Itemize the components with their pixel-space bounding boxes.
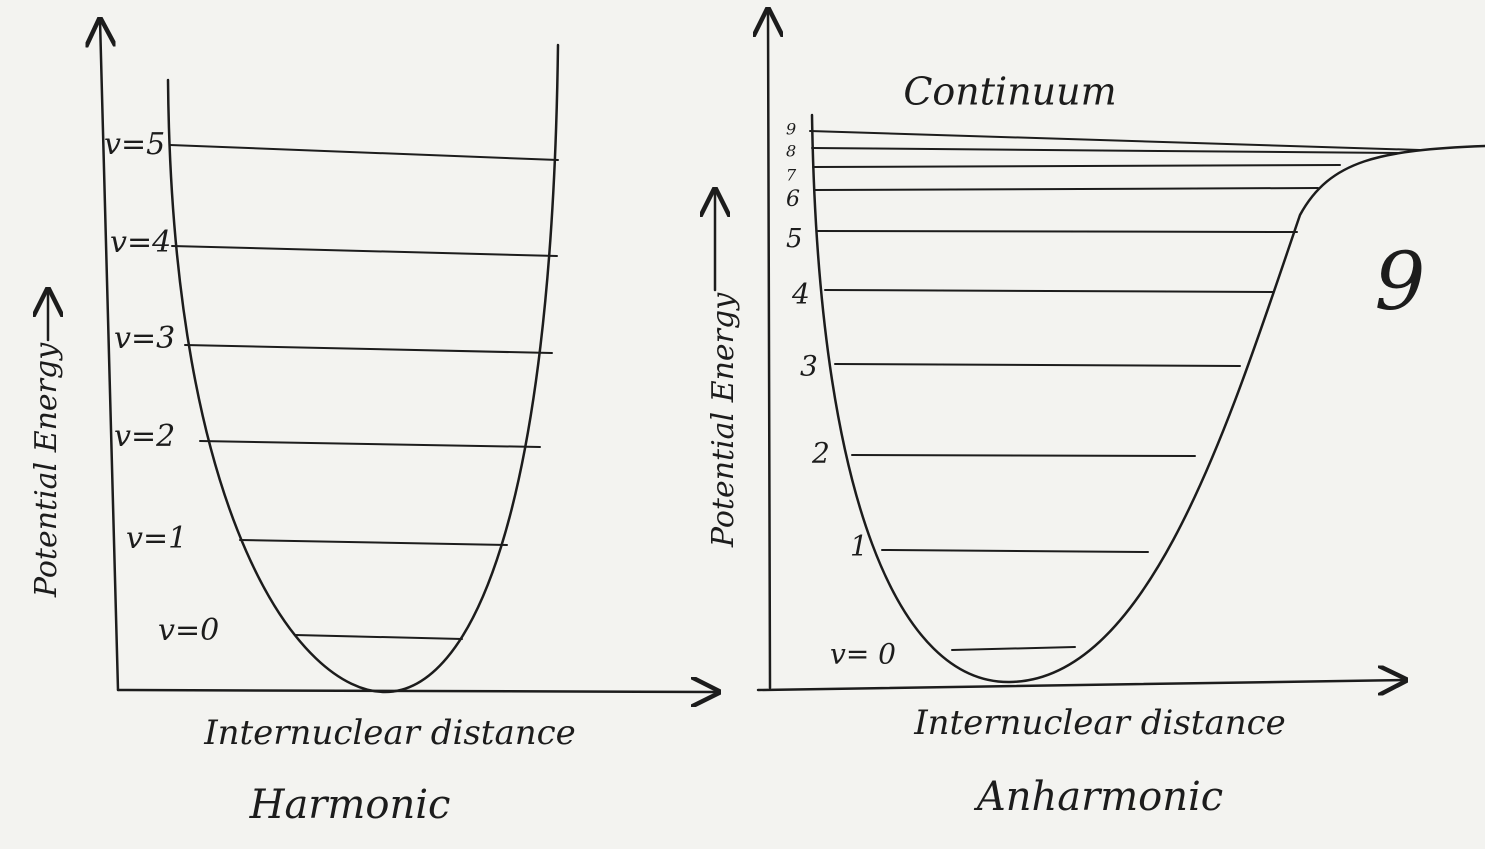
level-label: 7: [786, 166, 797, 185]
level-label: v=0: [158, 613, 219, 648]
page-number: 9: [1375, 235, 1426, 328]
level-label: 6: [786, 187, 800, 212]
diagram: v=5 v=4 v=3 v=2 v=1 v=0 Potential Energy…: [0, 0, 1485, 849]
level-line: [818, 231, 1297, 232]
level-label: 8: [786, 142, 796, 161]
level-label: v= 0: [830, 638, 896, 671]
level-label: 9: [786, 120, 796, 139]
x-axis-label: Internuclear distance: [203, 713, 576, 753]
level-label: v=3: [114, 321, 175, 356]
level-label: v=1: [126, 521, 187, 556]
y-axis-label: Potential Energy: [29, 342, 64, 598]
x-axis-label: Internuclear distance: [913, 703, 1286, 743]
continuum-label: Continuum: [903, 70, 1116, 114]
level-label: 3: [800, 350, 818, 383]
level-label: v=4: [110, 225, 171, 260]
level-label: 4: [791, 278, 810, 311]
level-label: 2: [811, 437, 830, 470]
panel-title: Anharmonic: [973, 774, 1223, 820]
level-label: v=5: [104, 127, 165, 162]
level-label: 1: [850, 530, 868, 563]
panel-title: Harmonic: [249, 782, 451, 828]
level-label: 5: [786, 224, 803, 254]
level-line: [852, 455, 1195, 456]
level-label: v=2: [114, 419, 175, 454]
y-axis-label: Potential Energy: [706, 292, 741, 548]
